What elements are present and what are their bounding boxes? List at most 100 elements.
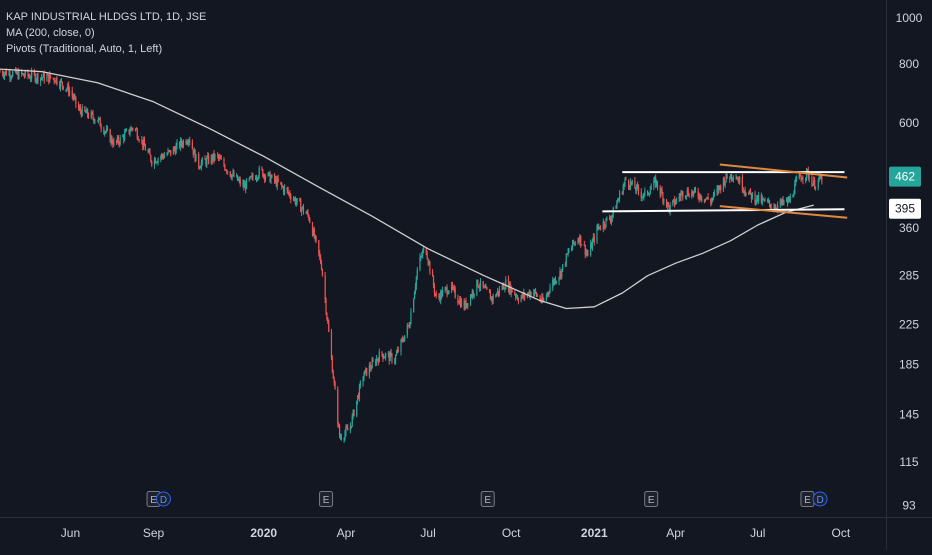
candle[interactable] bbox=[74, 96, 76, 98]
candle[interactable] bbox=[725, 173, 727, 182]
candle[interactable] bbox=[226, 171, 229, 173]
candle[interactable] bbox=[226, 170, 228, 173]
candle[interactable] bbox=[656, 181, 659, 188]
candle[interactable] bbox=[514, 292, 516, 295]
candle[interactable] bbox=[553, 279, 555, 284]
candle[interactable] bbox=[119, 136, 121, 145]
candle[interactable] bbox=[603, 221, 605, 227]
candle[interactable] bbox=[781, 199, 783, 204]
candle[interactable] bbox=[460, 299, 462, 307]
candle[interactable] bbox=[602, 221, 604, 229]
candle[interactable] bbox=[618, 192, 621, 199]
candle[interactable] bbox=[501, 288, 503, 290]
candle[interactable] bbox=[543, 299, 545, 302]
candle[interactable] bbox=[777, 204, 779, 210]
candle[interactable] bbox=[572, 240, 574, 247]
candle[interactable] bbox=[201, 157, 203, 163]
candle[interactable] bbox=[21, 70, 23, 74]
candle[interactable] bbox=[8, 72, 10, 76]
candle[interactable] bbox=[397, 349, 399, 352]
candle[interactable] bbox=[180, 139, 183, 145]
candle[interactable] bbox=[125, 129, 128, 131]
candle[interactable] bbox=[206, 157, 208, 165]
candle[interactable] bbox=[510, 287, 512, 294]
candle[interactable] bbox=[66, 88, 68, 90]
candle[interactable] bbox=[768, 200, 771, 205]
candle[interactable] bbox=[394, 361, 396, 363]
candle[interactable] bbox=[214, 154, 216, 160]
candle[interactable] bbox=[566, 253, 568, 255]
candle[interactable] bbox=[143, 140, 146, 147]
candle[interactable] bbox=[103, 128, 105, 134]
candle[interactable] bbox=[161, 154, 164, 157]
candle[interactable] bbox=[296, 198, 298, 202]
candle[interactable] bbox=[311, 222, 314, 236]
candle[interactable] bbox=[552, 279, 554, 288]
candle[interactable] bbox=[147, 150, 149, 153]
candle[interactable] bbox=[622, 186, 624, 194]
candle[interactable] bbox=[507, 279, 510, 292]
candle[interactable] bbox=[625, 179, 627, 181]
candle[interactable] bbox=[624, 179, 626, 184]
candle[interactable] bbox=[722, 178, 725, 191]
candle[interactable] bbox=[505, 279, 507, 289]
candle[interactable] bbox=[85, 111, 87, 114]
candle[interactable] bbox=[264, 174, 266, 180]
candle[interactable] bbox=[236, 175, 239, 181]
candle[interactable] bbox=[610, 218, 613, 222]
candle[interactable] bbox=[470, 295, 473, 297]
candle[interactable] bbox=[208, 155, 210, 164]
candle[interactable] bbox=[155, 162, 157, 164]
candle[interactable] bbox=[377, 359, 380, 363]
candle[interactable] bbox=[667, 202, 669, 206]
candle[interactable] bbox=[539, 295, 541, 301]
candle[interactable] bbox=[325, 299, 327, 313]
candle[interactable] bbox=[61, 81, 63, 86]
candle[interactable] bbox=[811, 176, 813, 186]
candle[interactable] bbox=[135, 129, 137, 131]
candle[interactable] bbox=[483, 286, 485, 288]
candle[interactable] bbox=[318, 240, 320, 254]
ma200-line[interactable] bbox=[0, 68, 814, 310]
candle[interactable] bbox=[362, 378, 364, 383]
candle[interactable] bbox=[476, 279, 478, 294]
candle[interactable] bbox=[813, 180, 815, 184]
candle[interactable] bbox=[251, 175, 253, 177]
candle[interactable] bbox=[270, 177, 272, 183]
candle[interactable] bbox=[238, 179, 240, 181]
candle[interactable] bbox=[205, 159, 207, 165]
candle[interactable] bbox=[345, 427, 347, 433]
candle[interactable] bbox=[495, 295, 497, 297]
candle[interactable] bbox=[819, 175, 821, 179]
candle[interactable] bbox=[358, 385, 361, 399]
candle[interactable] bbox=[484, 286, 486, 289]
candle[interactable] bbox=[502, 284, 504, 289]
candle[interactable] bbox=[257, 176, 259, 179]
candle[interactable] bbox=[359, 382, 361, 386]
candle[interactable] bbox=[763, 199, 765, 202]
candle[interactable] bbox=[799, 173, 801, 177]
candle[interactable] bbox=[744, 190, 746, 194]
candle[interactable] bbox=[653, 179, 655, 188]
candle[interactable] bbox=[597, 226, 599, 228]
candle[interactable] bbox=[195, 153, 197, 162]
candle[interactable] bbox=[451, 284, 454, 289]
candle[interactable] bbox=[547, 292, 549, 294]
candle[interactable] bbox=[720, 186, 722, 191]
candle[interactable] bbox=[795, 179, 797, 184]
candle[interactable] bbox=[59, 80, 62, 88]
candle[interactable] bbox=[600, 228, 602, 230]
candle[interactable] bbox=[812, 183, 814, 186]
candle[interactable] bbox=[100, 126, 102, 129]
candle[interactable] bbox=[641, 196, 643, 198]
candle[interactable] bbox=[648, 194, 650, 196]
candle[interactable] bbox=[486, 287, 488, 290]
candle[interactable] bbox=[42, 73, 44, 78]
candle[interactable] bbox=[217, 154, 219, 156]
candle[interactable] bbox=[150, 155, 152, 162]
candle[interactable] bbox=[137, 138, 139, 141]
candle[interactable] bbox=[54, 81, 56, 83]
candle[interactable] bbox=[739, 177, 741, 184]
candle[interactable] bbox=[294, 198, 296, 204]
candle[interactable] bbox=[591, 240, 594, 249]
